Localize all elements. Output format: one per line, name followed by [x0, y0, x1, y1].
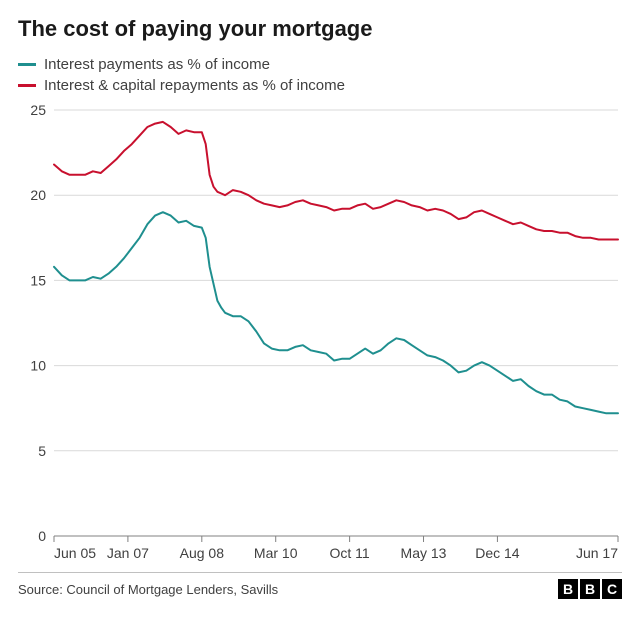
svg-text:Dec 14: Dec 14	[475, 545, 520, 561]
bbc-block: B	[580, 579, 600, 599]
legend-label: Interest payments as % of income	[44, 56, 270, 73]
bbc-logo: B B C	[558, 579, 622, 599]
svg-text:5: 5	[38, 443, 46, 459]
svg-text:May 13: May 13	[401, 545, 447, 561]
legend-item: Interest & capital repayments as % of in…	[18, 77, 622, 94]
legend-label: Interest & capital repayments as % of in…	[44, 77, 345, 94]
chart-svg: 0 5 10 15 20 25 Jun 05 Jan 07 Aug 08 Mar 10 Oct 11…	[18, 104, 622, 564]
chart-container: The cost of paying your mortgage Interes…	[0, 0, 640, 630]
bbc-block: C	[602, 579, 622, 599]
svg-text:Aug 08: Aug 08	[180, 545, 225, 561]
svg-text:Jun 17: Jun 17	[576, 545, 618, 561]
bbc-block: B	[558, 579, 578, 599]
line-chart: 0 5 10 15 20 25 Jun 05 Jan 07 Aug 08 Mar 10 Oct 11…	[18, 104, 622, 564]
svg-text:Jun 05: Jun 05	[54, 545, 96, 561]
svg-text:0: 0	[38, 528, 46, 544]
svg-text:20: 20	[30, 187, 46, 203]
legend-item: Interest payments as % of income	[18, 56, 622, 73]
svg-text:Oct 11: Oct 11	[330, 545, 370, 561]
legend-swatch-icon	[18, 63, 36, 66]
svg-text:15: 15	[30, 272, 46, 288]
source-text: Source: Council of Mortgage Lenders, Sav…	[18, 582, 278, 597]
chart-footer: Source: Council of Mortgage Lenders, Sav…	[18, 572, 622, 599]
svg-text:25: 25	[30, 104, 46, 118]
chart-title: The cost of paying your mortgage	[18, 16, 622, 42]
svg-text:Jan 07: Jan 07	[107, 545, 149, 561]
legend: Interest payments as % of income Interes…	[18, 56, 622, 94]
legend-swatch-icon	[18, 84, 36, 87]
svg-text:Mar 10: Mar 10	[254, 545, 298, 561]
svg-text:10: 10	[30, 358, 46, 374]
